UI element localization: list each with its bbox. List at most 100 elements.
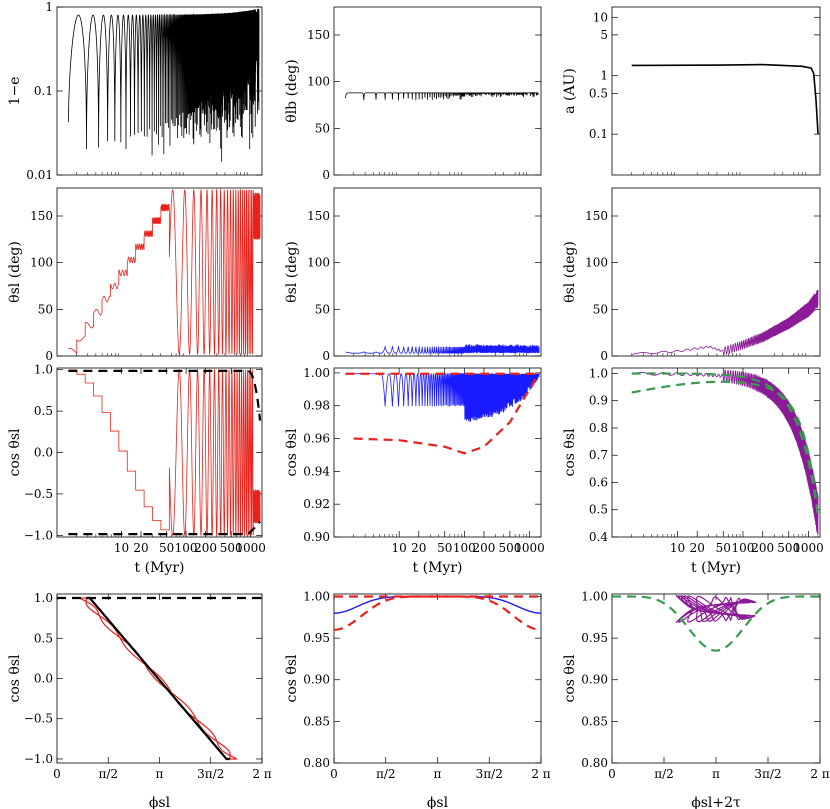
p41-xtick-label-0: 0 [53,767,61,781]
p33-ytick-label-0: 0.4 [589,530,608,544]
p41-xtick-label-2: π [156,767,164,781]
p43-xtick-label-3: 3π/2 [754,767,781,781]
p43-xtick-label-1: π/2 [654,767,674,781]
p12-series-0 [345,91,539,101]
p31-xtick-label-1: 20 [133,541,148,555]
p31-ytick-label-1: −0.5 [24,487,53,501]
p42-ytick-label-4: 1.00 [303,589,330,603]
p41-ytick-label-1: −0.5 [24,712,53,726]
p42-frame [333,593,542,764]
p43-ytick-label-0: 0.80 [581,756,608,770]
p23-ytick-label-3: 150 [585,209,608,223]
p31-series-1 [68,520,261,536]
p13-ytick-label-1: 0.5 [589,86,608,100]
p43-ytick-label-4: 1.00 [581,589,608,603]
p41-ylabel: cos θsl [7,654,23,703]
p42-ytick-label-0: 0.80 [303,756,330,770]
p33-ytick-label-4: 0.8 [589,421,608,435]
p31-series-0 [68,368,261,537]
p32-xlabel: t (Myr) [413,560,463,576]
p22-ytick-label-3: 150 [307,209,330,223]
p23-frame [611,187,821,357]
p31-xtick-label-3: 100 [175,541,198,555]
p21-ytick-label-0: 0 [45,349,53,363]
p41-xtick-label-3: 3π/2 [197,767,224,781]
p33-xtick-label-5: 500 [777,541,800,555]
p33-ytick-label-6: 1.0 [589,366,608,380]
p32-frame [333,367,542,538]
p32-xtick-label-2: 50 [437,541,452,555]
p12-ytick-label-1: 50 [315,121,330,135]
p31-ytick-label-2: 0.0 [34,446,53,460]
p13-ytick-label-4: 10 [593,10,608,24]
p42-ylabel: cos θsl [284,654,300,703]
p31-ytick-label-3: 0.5 [34,404,53,418]
p31-ylabel: cos θsl [7,428,23,477]
p42-series-1 [333,595,542,631]
p31-ytick-label-0: −1.0 [24,528,53,542]
p33-ytick-label-1: 0.5 [589,503,608,517]
p32-xtick-label-0: 10 [392,541,407,555]
p31-xtick-label-0: 10 [114,541,129,555]
p32-xtick-label-6: 1000 [514,541,545,555]
p33-ytick-label-2: 0.6 [589,475,608,489]
p23-ylabel: θsl (deg) [562,241,578,303]
p42-ytick-label-2: 0.90 [303,673,330,687]
p32-series-0 [345,372,540,422]
p23-ytick-label-2: 100 [585,256,608,270]
p43-ytick-label-1: 0.85 [581,714,608,728]
p33-frame [611,367,821,538]
p32-ytick-label-2: 0.94 [303,464,330,478]
p23-series-0 [631,289,819,356]
p12-ytick-label-2: 100 [307,75,330,89]
p12-ytick-label-0: 0 [322,168,330,182]
p21-frame [56,187,263,357]
p33-xtick-label-1: 20 [690,541,705,555]
p43-ytick-label-3: 0.95 [581,631,608,645]
p31-ytick-label-4: 1.0 [34,363,53,377]
p41-xtick-label-4: 2 π [252,767,271,781]
p43-series-0 [675,594,757,624]
p22-ylabel: θsl (deg) [284,241,300,303]
p43-ylabel: cos θsl [562,654,578,703]
p43-xtick-label-4: 2 π [810,767,829,781]
p32-xtick-label-4: 200 [473,541,496,555]
p33-ylabel: cos θsl [562,428,578,477]
p42-xtick-label-0: 0 [330,767,338,781]
p13-series-0 [631,63,819,135]
p42-xlabel: ϕsl [427,795,449,809]
p33-xtick-label-4: 200 [751,541,774,555]
p43-frame [611,593,821,764]
p41-ytick-label-2: 0.0 [34,672,53,686]
p41-series-0 [79,597,238,760]
p13-ytick-label-0: 0.1 [589,127,608,141]
p32-ytick-label-5: 1.00 [303,366,330,380]
p43-xlabel: ϕsl+2τ [691,795,741,809]
p33-series-1 [631,372,820,516]
p32-ylabel: cos θsl [284,428,300,477]
p41-ytick-label-3: 0.5 [34,631,53,645]
p42-ytick-label-1: 0.85 [303,714,330,728]
p41-series-1 [86,596,230,761]
p32-ytick-label-4: 0.98 [303,399,330,413]
p43-xtick-label-0: 0 [608,767,616,781]
p22-series-0 [345,344,540,354]
p23-ytick-label-0: 0 [600,349,608,363]
p33-xtick-label-0: 10 [670,541,685,555]
p33-series-1 [631,380,820,516]
p13-ytick-label-3: 5 [600,28,608,42]
p41-xlabel: ϕsl [149,795,171,809]
p11-ytick-label-1: 0.1 [34,84,53,98]
p13-ylabel: a (AU) [562,68,578,114]
p32-ytick-label-0: 0.90 [303,530,330,544]
p22-ytick-label-0: 0 [322,349,330,363]
p42-xtick-label-4: 2 π [531,767,550,781]
p42-ytick-label-3: 0.95 [303,631,330,645]
p32-ytick-label-3: 0.96 [303,432,330,446]
p32-xtick-label-3: 100 [453,541,476,555]
p11-series-0 [67,8,260,162]
p23-ytick-label-1: 50 [593,302,608,316]
p41-ytick-label-0: −1.0 [24,752,53,766]
p22-ytick-label-1: 50 [315,302,330,316]
